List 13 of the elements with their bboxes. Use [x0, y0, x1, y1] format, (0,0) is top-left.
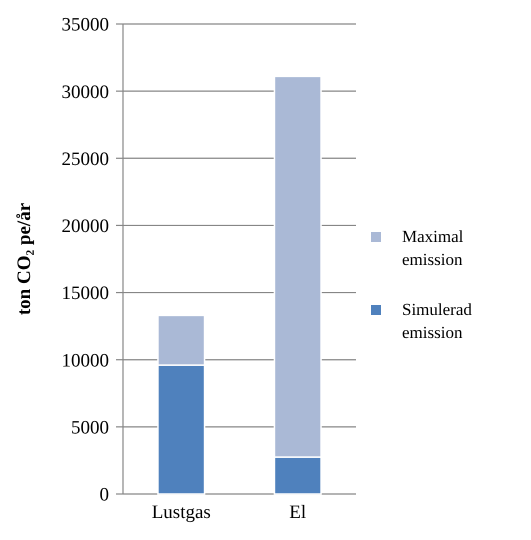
x-tick-label: Lustgas	[152, 502, 211, 523]
y-tick-label: 30000	[62, 82, 109, 103]
y-tick-label: 20000	[62, 216, 109, 238]
x-tick-label: El	[289, 502, 306, 523]
y-tick-label: 25000	[62, 148, 109, 170]
y-tick-label: 5000	[71, 418, 109, 439]
y-tick-label: 15000	[62, 283, 109, 304]
y-tick-label: 10000	[62, 350, 109, 372]
legend-label: Simulerad emission	[402, 300, 472, 342]
y-tick-label: 0	[100, 484, 109, 506]
y-axis-title: ton CO₂ pe/år	[14, 202, 35, 316]
legend-label: Maximal emission	[402, 227, 464, 269]
y-tick-label: 35000	[62, 14, 109, 36]
